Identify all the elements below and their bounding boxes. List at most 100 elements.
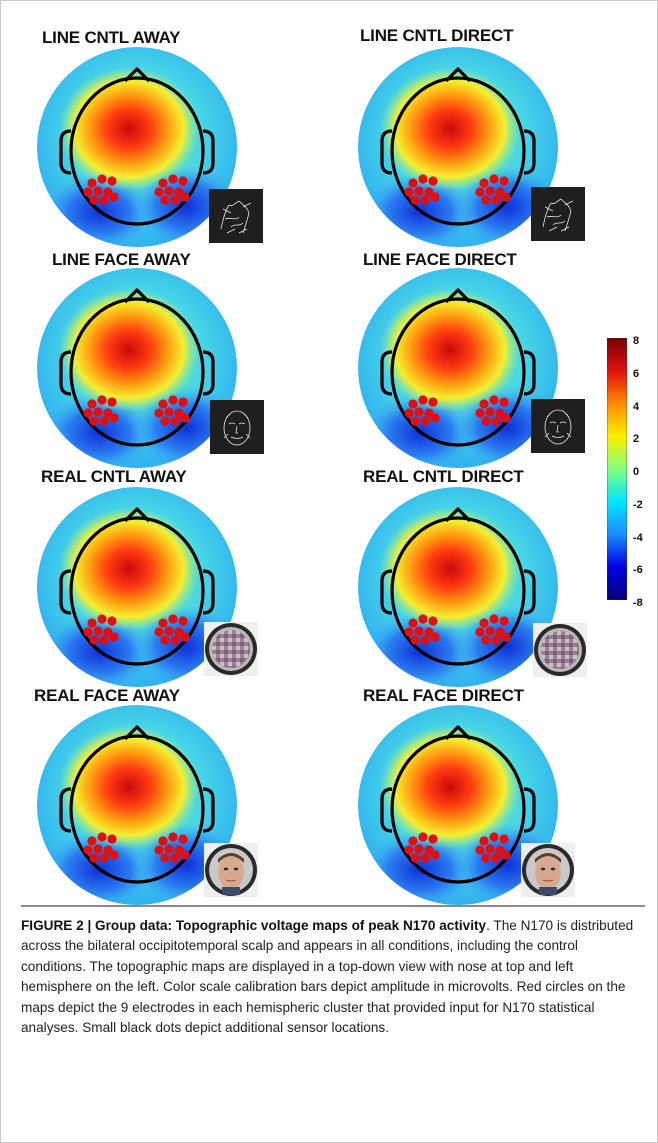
- electrode-marker: [414, 626, 424, 636]
- electrode-marker: [475, 845, 485, 855]
- electrode-marker: [154, 408, 164, 418]
- right-ear-icon: [523, 569, 536, 615]
- panel-title-line-face-away: LINE FACE AWAY: [52, 250, 191, 269]
- electrode-marker: [178, 397, 188, 407]
- electrode-marker: [489, 832, 499, 842]
- electrode-marker: [109, 192, 119, 202]
- electrode-marker: [97, 174, 107, 184]
- electrode-marker: [404, 408, 414, 418]
- electrode-marker: [180, 413, 190, 423]
- topographic-map: [37, 268, 237, 468]
- electrode-marker: [420, 853, 430, 863]
- electrode-marker: [83, 408, 93, 418]
- color-scale-tick: 6: [633, 367, 640, 380]
- electrode-marker: [99, 853, 109, 863]
- electrode-marker: [164, 186, 174, 196]
- left-ear-icon: [59, 350, 72, 396]
- head-outline: [69, 516, 205, 666]
- line-drawing-face-icon: [210, 400, 264, 454]
- panel-title-line-face-direct: LINE FACE DIRECT: [363, 250, 517, 269]
- left-ear-icon: [59, 569, 72, 615]
- electrode-marker: [168, 174, 178, 184]
- electrode-marker: [97, 832, 107, 842]
- electrode-marker: [479, 618, 489, 628]
- caption-text: . The N170 is distributed across the bil…: [21, 918, 634, 1036]
- nose-icon: [444, 725, 472, 741]
- electrode-marker: [428, 834, 438, 844]
- right-ear-icon: [202, 569, 215, 615]
- electrode-marker: [170, 195, 180, 205]
- electrode-marker: [475, 187, 485, 197]
- electrode-marker: [168, 614, 178, 624]
- electrode-marker: [499, 176, 509, 186]
- nose-icon: [123, 507, 151, 523]
- electrode-marker: [87, 836, 97, 846]
- electrode-marker: [420, 195, 430, 205]
- electrode-marker: [89, 853, 99, 863]
- electrode-marker: [160, 195, 170, 205]
- electrode-marker: [481, 416, 491, 426]
- head-outline: [390, 297, 526, 447]
- right-ear-icon: [202, 350, 215, 396]
- face-photo-icon: [521, 843, 575, 897]
- electrode-marker: [418, 614, 428, 624]
- color-scale-tick: 0: [633, 466, 640, 478]
- electrode-marker: [428, 397, 438, 407]
- figure-caption: FIGURE 2 | Group data: Topographic volta…: [21, 916, 645, 1038]
- electrode-marker: [491, 195, 501, 205]
- electrode-marker: [160, 853, 170, 863]
- electrode-marker: [93, 186, 103, 196]
- electrode-marker: [414, 407, 424, 417]
- right-ear-icon: [523, 350, 536, 396]
- electrode-marker: [481, 635, 491, 645]
- electrode-marker: [93, 407, 103, 417]
- electrode-marker: [404, 627, 414, 637]
- electrode-marker: [408, 178, 418, 188]
- electrode-marker: [170, 416, 180, 426]
- color-scale-tick: 4: [633, 400, 640, 413]
- electrode-marker: [154, 187, 164, 197]
- electrode-marker: [164, 626, 174, 636]
- electrode-marker: [97, 395, 107, 405]
- electrode-marker: [430, 413, 440, 423]
- electrode-marker: [164, 844, 174, 854]
- topographic-map: [358, 268, 558, 468]
- electrode-marker: [418, 174, 428, 184]
- electrode-marker: [178, 176, 188, 186]
- electrode-marker: [93, 626, 103, 636]
- nose-icon: [444, 288, 472, 304]
- electrode-marker: [170, 853, 180, 863]
- electrode-marker: [89, 195, 99, 205]
- electrode-marker: [158, 618, 168, 628]
- electrode-marker: [501, 632, 511, 642]
- caption-rule: [21, 905, 645, 907]
- electrode-marker: [89, 635, 99, 645]
- left-ear-icon: [380, 350, 393, 396]
- electrode-marker: [499, 616, 509, 626]
- right-ear-icon: [523, 129, 536, 175]
- electrode-marker: [430, 850, 440, 860]
- electrode-marker: [491, 416, 501, 426]
- nose-icon: [444, 67, 472, 83]
- electrode-marker: [408, 618, 418, 628]
- head-outline: [69, 297, 205, 447]
- left-ear-icon: [59, 129, 72, 175]
- color-scale-tick: -6: [633, 564, 643, 577]
- electrode-marker: [408, 399, 418, 409]
- line-drawing-hands-icon: [531, 187, 585, 241]
- panel-title-line-cntl-direct: LINE CNTL DIRECT: [360, 26, 514, 45]
- electrode-marker: [158, 178, 168, 188]
- electrode-marker: [99, 416, 109, 426]
- line-drawing-hands-icon: [209, 189, 263, 243]
- right-ear-icon: [202, 129, 215, 175]
- electrode-marker: [479, 399, 489, 409]
- electrode-marker: [489, 614, 499, 624]
- face-photo-icon: [204, 843, 258, 897]
- electrode-marker: [491, 635, 501, 645]
- left-ear-icon: [59, 787, 72, 833]
- topographic-map: [358, 47, 558, 247]
- panel-title-real-cntl-away: REAL CNTL AWAY: [41, 467, 187, 486]
- electrode-marker: [99, 635, 109, 645]
- electrode-marker: [404, 845, 414, 855]
